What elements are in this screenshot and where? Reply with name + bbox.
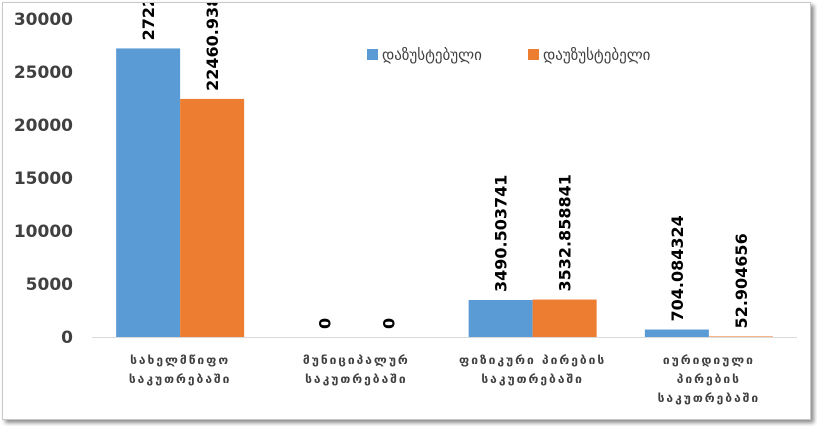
bar-series1: [116, 48, 181, 338]
data-label: 22460.93891: [203, 3, 222, 91]
x-tick-label: საკუთრებაში: [129, 372, 232, 386]
bar-series2: [532, 299, 597, 337]
x-tick-label: მუნიციპალურ: [303, 353, 410, 367]
y-tick-label: 5000: [26, 275, 73, 295]
bar-series1: [468, 300, 533, 337]
axis-layer: 0 5000 10000 15000 20000 25000 30000 სახელმწიფო…: [14, 10, 797, 405]
chart-frame: 0 5000 10000 15000 20000 25000 30000 სახელმწიფო…: [2, 2, 811, 420]
bar-series2: [708, 336, 773, 337]
x-tick-label: საკუთრებაში: [305, 372, 408, 386]
y-tick-label: 10000: [14, 222, 73, 242]
x-tick-label: ფიზიკური პირების: [459, 353, 606, 367]
y-tick-label: 30000: [14, 10, 73, 30]
x-tick-label: პირების: [677, 372, 741, 386]
y-tick-label: 15000: [14, 169, 73, 189]
data-label: 3490.503741: [492, 175, 511, 292]
y-tick-label: 20000: [14, 116, 73, 136]
data-label: 704.084324: [668, 215, 687, 321]
y-tick-label: 25000: [14, 63, 73, 83]
bar-series2: [180, 98, 245, 337]
y-tick-label: 0: [61, 328, 73, 348]
data-labels-layer: 27224.22717 22460.93891 0 0 3490.503741 3532.…: [139, 3, 751, 329]
legend-swatch: [367, 49, 378, 60]
data-label: 0: [315, 318, 334, 329]
data-label: 3532.858841: [556, 174, 575, 291]
legend-label: დაუზუსტებელი: [543, 46, 651, 64]
data-label: 52.904656: [732, 233, 751, 328]
bar-series1: [644, 329, 709, 337]
bar-chart: 0 5000 10000 15000 20000 25000 30000 სახელმწიფო…: [14, 3, 797, 405]
data-label: 27224.22717: [139, 3, 158, 40]
legend: დაზუსტებული დაუზუსტებელი: [367, 46, 651, 64]
data-label: 0: [379, 318, 398, 329]
x-tick-label: იურიდიული: [663, 353, 755, 367]
bars-layer: [116, 48, 773, 338]
x-tick-label: საკუთრებაში: [658, 391, 761, 405]
x-tick-label: საკუთრებაში: [481, 372, 584, 386]
legend-swatch: [528, 49, 539, 60]
x-tick-label: სახელმწიფო: [130, 353, 230, 367]
legend-label: დაზუსტებული: [382, 46, 482, 64]
